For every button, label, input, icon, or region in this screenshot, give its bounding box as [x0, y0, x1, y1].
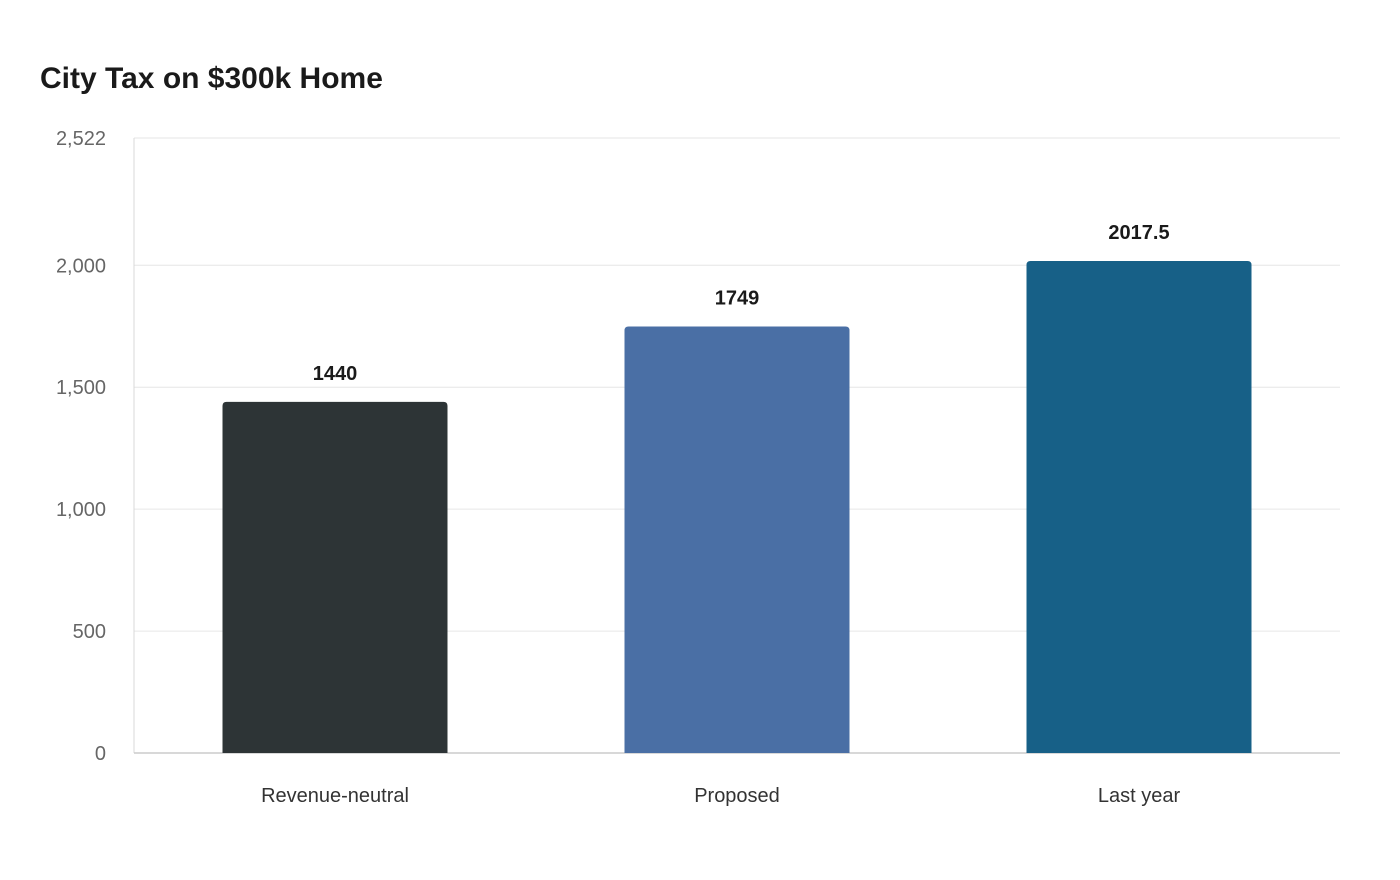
- y-tick-label: 1,500: [56, 377, 106, 399]
- y-tick-label: 1,000: [56, 499, 106, 521]
- bar-proposed: [624, 326, 850, 753]
- y-tick-label: 2,522: [56, 128, 106, 150]
- y-tick-label: 500: [73, 621, 106, 643]
- y-tick-label: 0: [95, 743, 106, 765]
- bar-revenue-neutral: [222, 401, 448, 753]
- y-tick-label: 2,000: [56, 255, 106, 277]
- x-category-label: Proposed: [694, 785, 780, 807]
- x-category-label: Last year: [1098, 785, 1181, 807]
- data-label: 1440: [313, 363, 358, 385]
- chart-title: City Tax on $300k Home: [40, 62, 383, 95]
- bar-last-year: [1026, 261, 1252, 753]
- y-axis-tick-labels: 0 500 1,000 1,500 2,000 2,522: [56, 128, 106, 765]
- x-axis-category-labels: Revenue-neutral Proposed Last year: [261, 785, 1180, 807]
- data-label: 1749: [715, 287, 760, 309]
- bars: [222, 261, 1252, 753]
- x-category-label: Revenue-neutral: [261, 785, 409, 807]
- data-labels: 1440 1749 2017.5: [313, 222, 1170, 385]
- data-label: 2017.5: [1108, 222, 1169, 244]
